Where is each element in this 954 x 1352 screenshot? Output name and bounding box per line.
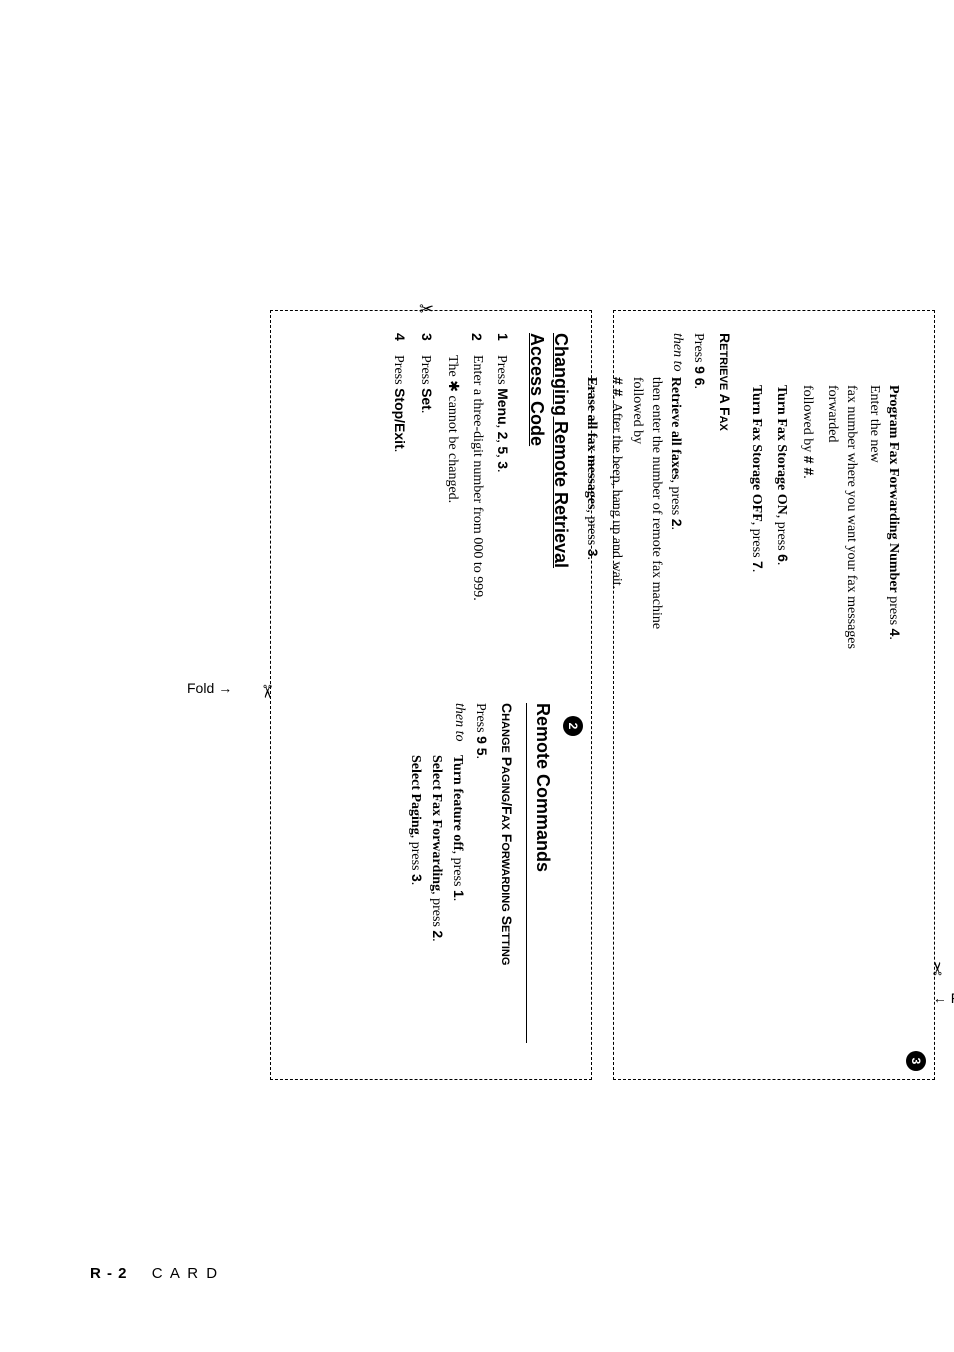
step-1: 1 Press Menu, 2, 5, 3. xyxy=(492,333,513,629)
panel-right-content: Program Fax Forwarding Number press 4. E… xyxy=(562,311,936,1081)
step-number: 1 xyxy=(492,333,513,355)
retrieve-line2: then enter the number of remote fax mach… xyxy=(627,377,665,649)
step-4: 4 Press Stop/Exit. xyxy=(388,333,409,629)
storage-off: Turn Fax Storage OFF, press 7. xyxy=(746,385,767,649)
press-96: Press 9 6. xyxy=(688,333,709,649)
option-off: Turn feature off, press 1. xyxy=(447,755,468,942)
retrieve-line3: # #. After the beep, hang up and wait. xyxy=(606,377,627,649)
panel-left-content: Changing Remote Retrieval Access Code 1 … xyxy=(362,311,593,1081)
program-fwd-line1: Program Fax Forwarding Number press 4. E… xyxy=(864,385,904,649)
then-to-label: then to xyxy=(405,703,468,755)
then-to-label: then to xyxy=(582,333,686,377)
step-text: Press Set. xyxy=(415,355,436,629)
step-text: Enter a three-digit number from 000 to 9… xyxy=(467,355,486,629)
footer-page: R - 2 xyxy=(90,1265,128,1282)
then-to-row: then to Turn feature off, press 1. Selec… xyxy=(405,703,468,999)
retrieve-then-to: then to Retrieve all faxes, press 2. the… xyxy=(582,333,686,649)
scissors-icon: ✂ xyxy=(256,684,277,699)
erase-all: Erase all fax messages, press 3. xyxy=(582,377,603,649)
retrieve-all: Retrieve all faxes, press 2. xyxy=(665,377,686,649)
step-2-note: The ✱ cannot be changed. xyxy=(442,333,461,629)
retrieve-heading: RETRIEVE A FAX xyxy=(715,333,734,649)
option-paging: Select Paging, press 3. xyxy=(405,755,426,942)
step-3: 3 Press Set. xyxy=(415,333,436,629)
press-95: Press 9 5. xyxy=(470,703,491,999)
panel-right: ✂ 3 Program Fax Forwarding Number press … xyxy=(613,310,935,1080)
change-paging-heading: CHANGE PAGING/FAX FORWARDING SETTING xyxy=(497,703,516,999)
footer-label: C A R D xyxy=(152,1265,219,1282)
step-text: Press Stop/Exit. xyxy=(388,355,409,629)
step-number: 2 xyxy=(467,333,486,355)
arrow-right-icon: → xyxy=(218,680,232,696)
storage-on: Turn Fax Storage ON, press 6. xyxy=(771,385,792,649)
heading-remote-commands: Remote Commands xyxy=(526,703,555,1043)
step-number: 3 xyxy=(415,333,436,355)
card-page: ←Fold ✂ ✂ 2 Changing Remote Retrieval Ac… xyxy=(270,310,954,1080)
panel-left: ✂ ✂ 2 Changing Remote Retrieval Access C… xyxy=(270,310,592,1080)
fold-marker-left: Fold→ xyxy=(187,680,232,696)
option-fax-fwd: Select Fax Forwarding, press 2. xyxy=(426,755,447,942)
program-fwd-line3: followed by # #. xyxy=(798,385,819,649)
step-number: 4 xyxy=(388,333,409,355)
option-list: Turn feature off, press 1. Select Fax Fo… xyxy=(405,755,468,942)
footer: R - 2 C A R D xyxy=(90,1265,219,1282)
step-text: Press Menu, 2, 5, 3. xyxy=(492,355,513,629)
step-2: 2 Enter a three-digit number from 000 to… xyxy=(467,333,486,629)
retrieve-options: Retrieve all faxes, press 2. then enter … xyxy=(582,377,686,649)
fold-label: Fold xyxy=(187,680,214,696)
program-fwd-line2: fax number where you want your fax messa… xyxy=(822,385,860,649)
step-text: The ✱ cannot be changed. xyxy=(442,355,461,629)
